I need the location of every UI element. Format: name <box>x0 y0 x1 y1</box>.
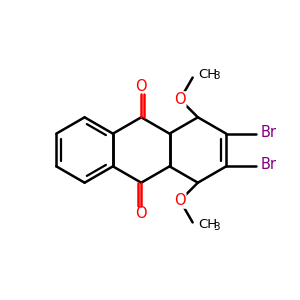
Text: Br: Br <box>260 125 276 140</box>
Text: O: O <box>174 193 186 208</box>
Text: Br: Br <box>260 158 276 172</box>
Text: CH: CH <box>198 68 217 81</box>
Text: O: O <box>135 80 147 94</box>
Text: 3: 3 <box>213 71 220 81</box>
Text: O: O <box>135 206 147 220</box>
Text: CH: CH <box>198 218 217 231</box>
Text: O: O <box>174 92 186 107</box>
Text: 3: 3 <box>213 222 220 232</box>
